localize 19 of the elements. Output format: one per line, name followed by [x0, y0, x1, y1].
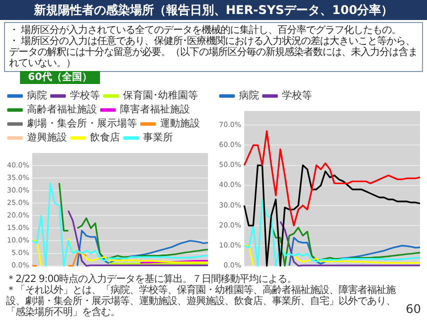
- legend-label: 事業所: [143, 132, 173, 144]
- legend-label: 遊興施設: [27, 132, 67, 144]
- legend-label: 劇場・集会所・展示場等: [27, 118, 137, 130]
- legend-label: 病院: [239, 90, 259, 102]
- legend-label: 学校等: [282, 90, 312, 102]
- text: ・ 場所区分の入力は任意であり、保健所･医療機関における入力状況の差は大きいこと等から、データの解釈には十分な留意が必要。（以下の場所区分毎の新規感染者数には、未入力分は含まれていない。）: [9, 36, 418, 69]
- text: ＊「それ以外」とは、「病院、学校等、保育園・幼稚園等、高齢者福祉施設、障害者福祉施設、劇場・集会所・展示場等、運動施設、遊興施設、飲食店、事業所、自宅」以外であり、「感染場所不明」を含む。: [6, 285, 397, 318]
- text: 60: [406, 302, 421, 316]
- chart-subtitle: 60代（全国）: [20, 71, 100, 84]
- legend-label: 飲食店: [90, 132, 120, 144]
- chart-title: 新規陽性者の感染場所（報告日別、HER-SYSデータ、100分率）: [0, 0, 427, 20]
- legend-label: 学校等: [70, 90, 100, 102]
- legend-label: 運動施設: [160, 118, 200, 130]
- legend-label: 高齢者福祉施設: [27, 104, 97, 116]
- text: ＊2/22 9:00時点の入力データを基に算出。７日間移動平均による。: [6, 274, 297, 285]
- text: ・ 場所区分が入力されている全てのデータを機械的に集計し、百分率でグラフ化したもの。: [9, 25, 402, 36]
- legend-label: 保育園･幼稚園等: [123, 90, 198, 102]
- legend-label: 病院: [27, 90, 47, 102]
- legend-label: 障害者福祉施設: [120, 104, 190, 116]
